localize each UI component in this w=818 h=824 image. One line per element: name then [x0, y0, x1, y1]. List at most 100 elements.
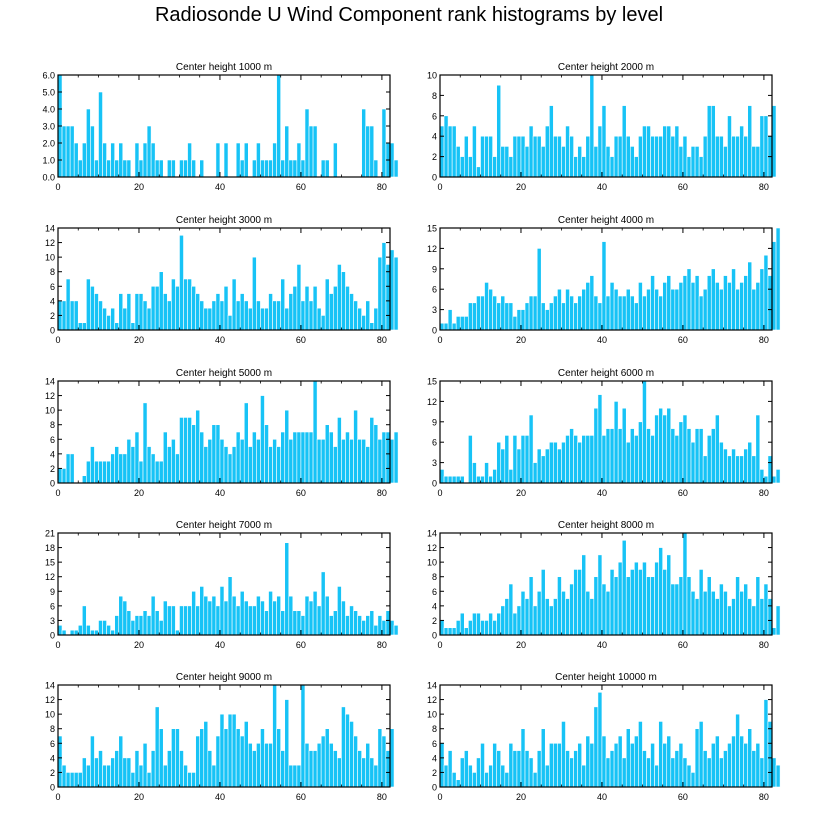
bar [142, 142, 148, 178]
bar [235, 728, 241, 788]
bar [219, 438, 225, 484]
bar [280, 610, 286, 636]
bar [658, 295, 663, 331]
bar [252, 159, 257, 178]
bar [739, 455, 744, 484]
bar [260, 600, 265, 636]
bar [114, 322, 120, 331]
bar [585, 590, 591, 636]
bar [81, 605, 87, 636]
x-tick-label: 0 [437, 335, 442, 345]
bar [280, 159, 286, 178]
bar [557, 742, 562, 788]
panel-8: Center height 8000 m 0 2 4 6 8 10 12 14 0 20 40 60 80 [427, 520, 781, 650]
y-tick-label: 15 [427, 224, 437, 234]
bar [682, 757, 688, 788]
bar [268, 590, 273, 636]
bar [476, 295, 481, 331]
bar [508, 302, 514, 331]
y-tick-label: 6 [50, 601, 55, 611]
bar [316, 742, 322, 788]
bar [150, 750, 156, 788]
bar [106, 159, 111, 178]
bar [300, 431, 306, 484]
bar [666, 125, 672, 178]
bar [134, 293, 140, 331]
bar [601, 435, 607, 484]
bar [154, 610, 160, 636]
bar [183, 159, 188, 178]
bar [771, 627, 777, 636]
bar [385, 264, 391, 331]
bar [654, 288, 659, 331]
y-tick-label: 18 [45, 543, 55, 553]
bar [569, 135, 574, 178]
x-tick-label: 0 [55, 182, 60, 192]
bar [621, 407, 627, 484]
plot-frame [57, 380, 391, 484]
bar [167, 159, 172, 178]
bar [199, 300, 205, 331]
x-tick-label: 20 [134, 488, 144, 498]
x-tick-label: 20 [516, 640, 526, 650]
bar [102, 764, 107, 788]
bar [747, 105, 753, 178]
bar [175, 285, 180, 331]
bar [118, 595, 124, 636]
bar [719, 135, 724, 178]
bar [223, 600, 229, 636]
bar [203, 595, 209, 636]
bar [276, 300, 281, 331]
bar [561, 721, 566, 788]
bar [601, 735, 607, 788]
bar [239, 590, 245, 636]
bar [532, 772, 538, 788]
bar [247, 446, 253, 484]
y-tick-label: 6 [432, 111, 437, 121]
bar [296, 264, 302, 331]
bar [256, 438, 261, 484]
bar [377, 728, 383, 788]
bar [617, 561, 623, 636]
bar [223, 285, 229, 331]
bar [102, 620, 107, 636]
bar [492, 620, 497, 636]
bar [743, 583, 749, 636]
bar [357, 307, 362, 331]
y-tick-label: 6 [432, 285, 437, 295]
x-tick-label: 20 [516, 182, 526, 192]
bar [377, 438, 383, 484]
y-tick-label: 2 [432, 616, 437, 626]
bar [243, 402, 249, 484]
y-tick-label: 12 [427, 695, 437, 705]
bar [292, 431, 298, 484]
bar [710, 742, 716, 788]
y-tick-label: 6 [50, 739, 55, 749]
bar [702, 590, 708, 636]
bar [719, 288, 724, 331]
bar [642, 295, 647, 331]
y-tick-label: 0 [50, 479, 55, 489]
bar [256, 742, 261, 788]
x-tick-label: 0 [55, 335, 60, 345]
bar [393, 431, 399, 484]
bar [207, 438, 213, 484]
bar [767, 455, 773, 484]
bar [451, 772, 457, 788]
bar [439, 322, 445, 331]
bar [260, 307, 265, 331]
bar [243, 142, 249, 178]
bar [751, 146, 757, 178]
bar [484, 462, 489, 484]
bar [666, 554, 672, 636]
bar [719, 583, 724, 636]
bar [686, 764, 692, 788]
bar [706, 275, 712, 331]
bar [751, 288, 757, 331]
bar [179, 750, 184, 788]
bar [496, 750, 502, 788]
bar [389, 142, 395, 178]
x-tick-label: 80 [377, 488, 387, 498]
bar [508, 469, 514, 484]
